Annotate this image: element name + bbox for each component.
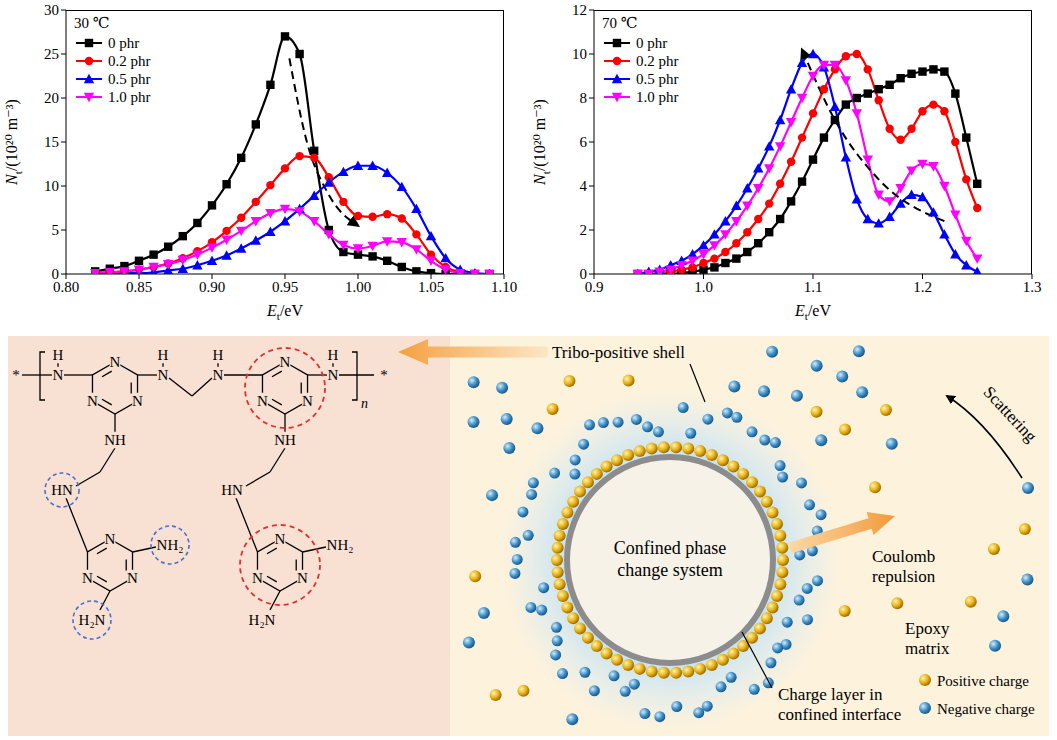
svg-text:N: N [105, 531, 116, 547]
svg-text:*: * [12, 367, 20, 383]
svg-text:N: N [110, 354, 121, 370]
svg-text:0.85: 0.85 [126, 279, 152, 295]
svg-text:1.0: 1.0 [694, 279, 713, 295]
html-text:N: N [531, 174, 549, 185]
html-text:0 phr: 0 phr [636, 35, 668, 51]
svg-text:N: N [87, 393, 98, 409]
svg-text:N: N [82, 570, 93, 586]
svg-text:H₂N: H₂N [249, 612, 276, 628]
svg-text:6: 6 [580, 134, 588, 150]
svg-text:1.3: 1.3 [1023, 279, 1042, 295]
svg-text:N: N [53, 367, 64, 383]
svg-text:1.00: 1.00 [345, 279, 371, 295]
html-text:0.2 phr: 0.2 phr [108, 53, 151, 69]
svg-text:Coulomb: Coulomb [872, 547, 935, 566]
html-text:70 ℃: 70 ℃ [602, 15, 638, 31]
svg-text:NH₂: NH₂ [327, 537, 354, 553]
html-text:/(10²⁰ m⁻³): /(10²⁰ m⁻³) [531, 99, 549, 172]
svg-text:8: 8 [580, 90, 588, 106]
svg-text:20: 20 [44, 90, 59, 106]
svg-text:0.80: 0.80 [52, 278, 80, 295]
html-text:Et/eV: Et/eV [795, 302, 831, 323]
svg-text:NH: NH [274, 432, 296, 448]
svg-text:H₂N: H₂N [79, 612, 106, 628]
svg-text:N: N [127, 570, 138, 586]
svg-text:Tribo-positive shell: Tribo-positive shell [552, 343, 685, 362]
svg-text:N: N [297, 570, 308, 586]
svg-text:10: 10 [572, 46, 587, 62]
html-text:N: N [3, 174, 21, 185]
svg-text:Positive charge: Positive charge [937, 673, 1029, 689]
html-text:0.5 phr: 0.5 phr [636, 71, 679, 87]
svg-text:N: N [328, 367, 339, 383]
svg-text:N: N [302, 393, 313, 409]
svg-text:0: 0 [580, 266, 588, 282]
svg-text:H: H [213, 347, 224, 363]
svg-text:*: * [380, 367, 388, 383]
html-text:1.0 phr: 1.0 phr [108, 89, 151, 105]
svg-text:0.90: 0.90 [199, 279, 225, 295]
svg-text:Epoxy: Epoxy [905, 619, 950, 638]
svg-text:0.9: 0.9 [585, 279, 604, 295]
svg-text:1.05: 1.05 [418, 279, 444, 295]
svg-text:Confined phase: Confined phase [614, 538, 726, 558]
svg-text:4: 4 [580, 178, 588, 194]
html-text:t: t [539, 171, 552, 175]
svg-text:H: H [328, 347, 339, 363]
html-text:0.5 phr: 0.5 phr [108, 71, 151, 87]
svg-text:N: N [252, 570, 263, 586]
html-text:0.2 phr: 0.2 phr [636, 53, 679, 69]
svg-text:H: H [53, 347, 64, 363]
svg-text:Negative charge: Negative charge [937, 701, 1035, 717]
svg-text:HN: HN [221, 482, 243, 498]
svg-text:0: 0 [52, 266, 60, 282]
svg-text:N: N [275, 531, 286, 547]
svg-text:H: H [158, 347, 169, 363]
svg-text:12: 12 [572, 2, 587, 18]
html-text:0 phr: 0 phr [108, 35, 140, 51]
svg-text:0.95: 0.95 [272, 279, 298, 295]
svg-text:confined interface: confined interface [778, 705, 901, 724]
svg-text:Scattering: Scattering [980, 383, 1041, 447]
svg-text:N: N [257, 393, 268, 409]
svg-text:N: N [213, 367, 224, 383]
html-text:t: t [11, 171, 24, 175]
html-text:/(10²⁰ m⁻³): /(10²⁰ m⁻³) [3, 99, 21, 172]
html-text:Et/eV: Et/eV [267, 302, 303, 323]
svg-text:change system: change system [617, 560, 722, 580]
svg-text:n: n [361, 396, 368, 411]
svg-text:N: N [158, 367, 169, 383]
svg-text:matrix: matrix [905, 639, 950, 658]
svg-text:15: 15 [44, 134, 59, 150]
html-text:30 ℃: 30 ℃ [74, 15, 110, 31]
svg-text:NH: NH [104, 432, 126, 448]
svg-text:1.10: 1.10 [491, 279, 517, 295]
svg-text:Charge layer in: Charge layer in [778, 685, 883, 704]
svg-text:2: 2 [580, 222, 588, 238]
svg-text:repulsion: repulsion [872, 567, 936, 586]
svg-text:NH₂: NH₂ [157, 537, 184, 553]
svg-text:1.1: 1.1 [804, 279, 823, 295]
svg-text:25: 25 [44, 46, 59, 62]
svg-text:N: N [280, 354, 291, 370]
svg-text:30: 30 [44, 2, 59, 18]
svg-text:10: 10 [44, 178, 59, 194]
html-text:1.0 phr: 1.0 phr [636, 89, 679, 105]
svg-text:HN: HN [51, 482, 73, 498]
svg-text:1.2: 1.2 [913, 279, 932, 295]
svg-text:5: 5 [52, 222, 60, 238]
svg-text:N: N [132, 393, 143, 409]
